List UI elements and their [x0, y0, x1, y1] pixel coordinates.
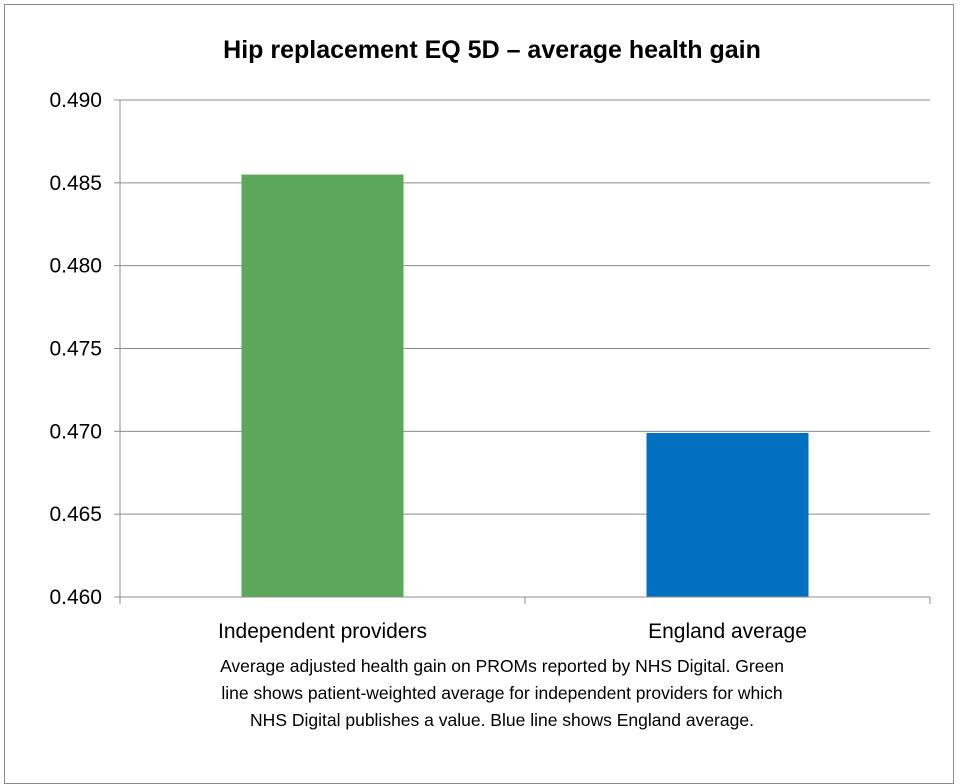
y-tick-label: 0.465 — [49, 503, 102, 526]
x-axis: Independent providers England average — [119, 100, 931, 643]
caption-line: NHS Digital publishes a value. Blue line… — [250, 710, 754, 730]
bars — [241, 174, 809, 598]
caption-line: Average adjusted health gain on PROMs re… — [220, 656, 784, 676]
x-category-label: England average — [648, 620, 807, 643]
bar-chart: Hip replacement EQ 5D – average health g… — [49, 36, 931, 730]
x-category-label: Independent providers — [218, 620, 427, 643]
y-tick-label: 0.460 — [49, 586, 102, 609]
y-tick-label: 0.490 — [49, 89, 102, 112]
bar-0 — [241, 174, 404, 598]
caption-line: line shows patient-weighted average for … — [221, 683, 782, 703]
y-tick-label: 0.475 — [49, 338, 102, 361]
y-axis-ticks: 0.460 0.465 0.470 0.475 0.480 0.485 0.490 — [49, 89, 120, 609]
chart-caption: Average adjusted health gain on PROMs re… — [220, 656, 784, 730]
y-tick-label: 0.470 — [49, 420, 102, 443]
chart-title: Hip replacement EQ 5D – average health g… — [223, 36, 761, 64]
chart-frame — [4, 4, 954, 784]
y-tick-label: 0.485 — [49, 172, 102, 195]
bar-1 — [646, 432, 809, 597]
y-tick-label: 0.480 — [49, 255, 102, 278]
